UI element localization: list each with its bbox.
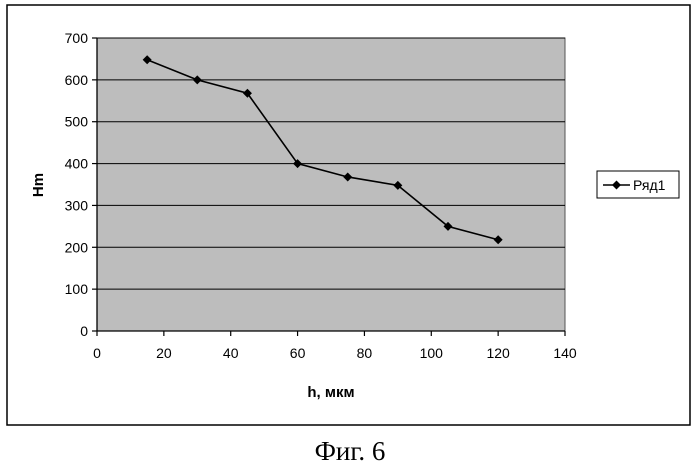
y-tick-label: 600 bbox=[65, 72, 89, 88]
x-tick-label: 60 bbox=[290, 345, 306, 361]
data-point bbox=[493, 235, 503, 245]
x-tick-label: 140 bbox=[553, 345, 577, 361]
legend-marker bbox=[612, 180, 621, 190]
data-point bbox=[293, 159, 303, 169]
x-tick-label: 20 bbox=[156, 345, 172, 361]
data-point bbox=[192, 75, 202, 85]
y-tick-labels: 0 100 200 300 400 500 600 700 bbox=[65, 30, 97, 339]
data-point bbox=[242, 88, 252, 98]
x-tick-labels: 0 20 40 60 80 100 120 140 bbox=[93, 331, 577, 361]
x-axis-label: h, мкм bbox=[307, 384, 354, 401]
y-axis-label: Hm bbox=[30, 173, 47, 197]
x-tick-label: 100 bbox=[420, 345, 444, 361]
y-tick-label: 500 bbox=[65, 114, 89, 130]
grid-lines bbox=[97, 37, 565, 290]
plot-area bbox=[96, 37, 566, 332]
data-point bbox=[393, 180, 403, 190]
x-tick-label: 0 bbox=[93, 345, 101, 361]
y-tick-label: 200 bbox=[65, 239, 89, 255]
legend: Ряд1 bbox=[596, 170, 680, 199]
y-tick-label: 400 bbox=[65, 156, 89, 172]
legend-label: Ряд1 bbox=[633, 177, 666, 193]
data-point bbox=[443, 221, 453, 231]
y-tick-label: 100 bbox=[65, 281, 89, 297]
series-line bbox=[146, 59, 499, 241]
y-tick-label: 700 bbox=[65, 30, 89, 46]
series-group bbox=[142, 55, 503, 245]
figure-caption: Фиг. 6 bbox=[314, 436, 386, 466]
y-tick-label: 0 bbox=[80, 323, 88, 339]
y-tick-label: 300 bbox=[65, 197, 89, 213]
legend-box bbox=[596, 170, 680, 199]
x-tick-label: 120 bbox=[486, 345, 510, 361]
axes bbox=[96, 38, 565, 332]
x-tick-label: 40 bbox=[223, 345, 239, 361]
x-tick-label: 80 bbox=[357, 345, 373, 361]
data-point bbox=[343, 172, 353, 182]
chart-frame: 0 20 40 60 80 100 120 140 0 100 200 300 400 500 600 70… bbox=[6, 4, 691, 426]
data-point bbox=[142, 55, 152, 65]
